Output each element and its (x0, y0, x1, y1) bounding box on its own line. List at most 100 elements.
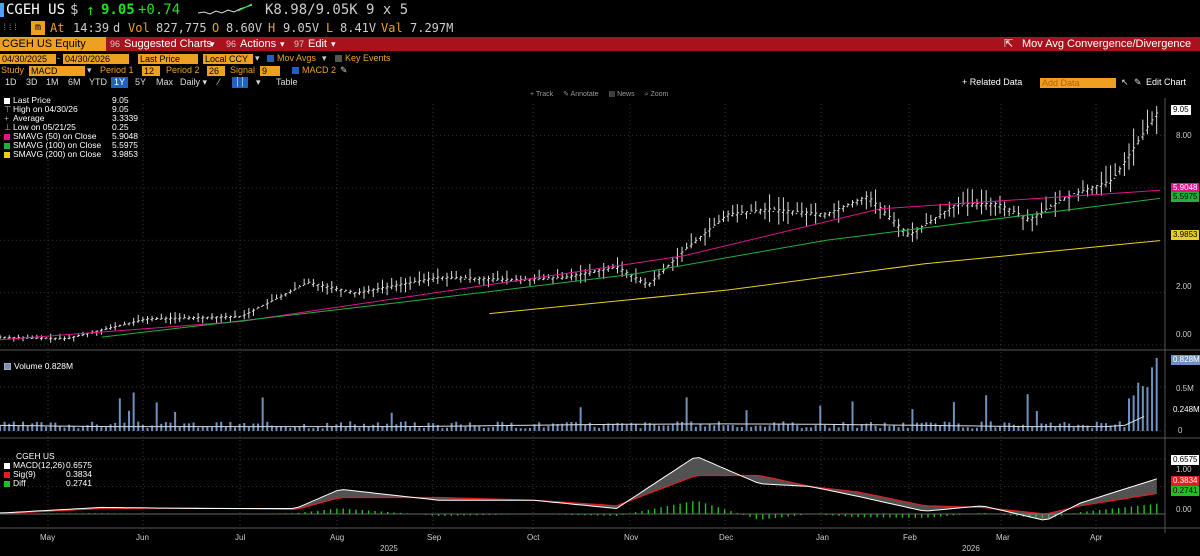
period-5y[interactable]: 5Y (135, 77, 147, 87)
macd-diff-bar (43, 513, 46, 514)
volume-bar (957, 423, 960, 431)
year-label: 2026 (962, 544, 980, 553)
pencil-icon[interactable]: ✎ (340, 65, 348, 75)
volume-bar (155, 402, 158, 431)
legend-row: Last Price 9.05 (4, 96, 140, 105)
macd-diff-bar (1117, 507, 1120, 514)
volume-bar (676, 421, 679, 431)
study-chevron-icon[interactable]: ▾ (87, 65, 92, 75)
macd-diff-bar (399, 512, 402, 514)
track-tool[interactable]: + Track (530, 91, 554, 98)
suggested-charts-button[interactable]: Suggested Charts (124, 38, 213, 50)
macd-diff-bar (685, 502, 688, 514)
macd-legend: CGEH US MACD(12,26) 0.6575 Sig(9) 0.3834 D… (4, 452, 92, 488)
suggested-charts-chevron-icon[interactable]: ▾ (210, 39, 215, 49)
macd-diff-bar (291, 513, 294, 514)
key-events-label[interactable]: Key Events (345, 53, 391, 63)
news-tool[interactable]: ▤ News (608, 91, 635, 98)
mov-avgs-checkbox[interactable] (267, 55, 274, 62)
collapse-icon[interactable]: ↖ (1121, 77, 1129, 87)
volume-bar (828, 427, 831, 431)
frequency-select[interactable]: Daily ▾ (180, 77, 208, 87)
chart-type-line-icon[interactable]: ⁄ (218, 77, 220, 87)
last-price: 9.05 (101, 2, 135, 18)
volume-bar (528, 428, 531, 431)
key-events-checkbox[interactable] (335, 55, 342, 62)
volume-bar (510, 422, 513, 431)
volume-bar (575, 422, 578, 431)
signal-tag: 0.3834 (1171, 476, 1200, 486)
volume-bar (307, 428, 310, 431)
chart-area[interactable] (0, 88, 1200, 556)
period-3d[interactable]: 3D (26, 77, 38, 87)
edit-button[interactable]: Edit (308, 38, 327, 50)
zoom-tool[interactable]: ⌕ Zoom (644, 91, 669, 98)
period1-field[interactable]: 12 (142, 66, 160, 76)
add-data-field[interactable]: Add Data (1040, 78, 1116, 88)
volume-bar (837, 427, 840, 431)
date-from-field[interactable]: 04/30/2025 (0, 54, 56, 64)
macd2-checkbox[interactable] (292, 67, 299, 74)
period1-label: Period 1 (100, 65, 134, 75)
date-to-field[interactable]: 04/30/2026 (63, 54, 129, 64)
macd-diff-bar (984, 513, 986, 514)
period2-field[interactable]: 26 (207, 66, 225, 76)
mov-avgs-label[interactable]: Mov Avgs (277, 53, 316, 63)
macd-diff-bar (1086, 511, 1088, 514)
macd-diff-bar (876, 514, 878, 518)
macd-diff-bar (755, 514, 758, 519)
volume-bar (1109, 425, 1112, 431)
external-link-icon[interactable]: ⇱ (1004, 38, 1014, 50)
volume-bar (77, 428, 80, 431)
macd-diff-bar (463, 514, 465, 516)
security-field[interactable]: CGEH US Equity (0, 37, 106, 51)
exchange-icon[interactable]: m (31, 21, 45, 35)
macd2-label[interactable]: MACD 2 (302, 65, 337, 75)
moving-average-lines (0, 189, 1161, 341)
volume-last-tag: 0.828M (1171, 355, 1200, 365)
mov-avgs-chevron-icon[interactable]: ▾ (322, 53, 327, 63)
macd-diff-bar (272, 513, 275, 514)
edit-chart-pencil-icon[interactable]: ✎ (1134, 77, 1142, 87)
chart-mini-tools: + Track ✎ Annotate ▤ News ⌕ Zoom (530, 90, 668, 99)
macd-diff-bar (596, 514, 599, 516)
edit-chart-button[interactable]: Edit Chart (1146, 77, 1187, 87)
volume-bar (856, 427, 859, 431)
ticker[interactable]: CGEH US (6, 2, 66, 18)
period-6m[interactable]: 6M (68, 77, 81, 87)
volume-bar (386, 423, 389, 431)
currency-select[interactable]: Local CCY (203, 54, 253, 64)
period-1y[interactable]: 1Y (111, 77, 129, 88)
volume-bar (224, 426, 227, 431)
period-1m[interactable]: 1M (46, 77, 59, 87)
sma-line (0, 189, 1161, 341)
legend-row: ⊤ High on 04/30/26 9.05 (4, 104, 129, 114)
actions-button[interactable]: Actions (240, 38, 277, 50)
period-ytd[interactable]: YTD (89, 77, 107, 87)
table-button[interactable]: Table (276, 77, 298, 87)
edit-chevron-icon[interactable]: ▾ (331, 39, 336, 49)
period-max[interactable]: Max (156, 77, 174, 87)
signal-field[interactable]: 9 (260, 66, 280, 76)
macd-diff-bar (933, 514, 936, 518)
chart-type-chevron-icon[interactable]: ▾ (256, 77, 261, 87)
volume-bar (353, 424, 356, 431)
actions-chevron-icon[interactable]: ▾ (280, 39, 285, 49)
volume-bar (58, 426, 61, 431)
annotate-tool[interactable]: ✎ Annotate (563, 91, 599, 98)
sma50-tag: 5.9048 (1171, 183, 1200, 193)
currency-chevron-icon[interactable]: ▾ (255, 53, 260, 63)
price-field-select[interactable]: Last Price (138, 54, 198, 64)
period-1d[interactable]: 1D (5, 77, 17, 87)
volume-bar (1081, 424, 1084, 431)
chart-type-bar-icon[interactable]: ⏐⏐ (232, 77, 249, 88)
date-controls: 04/30/2025 - 04/30/2026 Last Price Local… (0, 53, 1200, 65)
macd-diff-bar (844, 514, 847, 517)
volume-ma-line (0, 415, 1145, 428)
study-select[interactable]: MACD (29, 66, 85, 76)
volume-bar (284, 427, 287, 431)
macd-diff-bar (634, 512, 637, 514)
macd-diff-bar (1098, 510, 1101, 514)
related-data-button[interactable]: + Related Data (962, 77, 1023, 87)
volume-bar (625, 424, 628, 431)
